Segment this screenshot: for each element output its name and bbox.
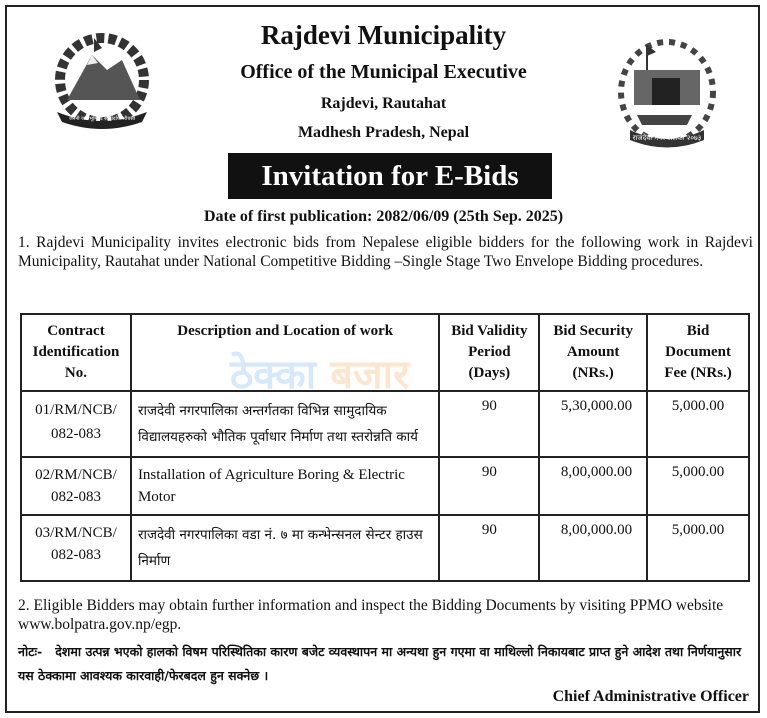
description: राजदेवी नगरपालिका अन्तर्गतका विभिन्न साम…: [129, 390, 441, 458]
note-label: नोटः-: [18, 644, 43, 659]
fee: 5,000.00: [646, 514, 750, 582]
nepal-emblem-logo: [55, 33, 149, 129]
municipality-title: Rajdevi Municipality: [260, 20, 507, 50]
description: राजदेवी नगरपालिका वडा नं. ७ मा कन्भेन्सन…: [129, 514, 441, 582]
description: Installation of Agriculture Boring & Ele…: [129, 456, 441, 516]
validity: 90: [438, 390, 541, 458]
office-title: Office of the Municipal Executive: [240, 61, 527, 83]
table-header-row: Contract Identification No. Description …: [20, 313, 750, 392]
watermark-part-1: ठेक्का: [230, 352, 317, 398]
bids-table: Contract Identification No. Description …: [20, 313, 750, 582]
rajdevi-municipality-logo: [618, 39, 716, 148]
header-contract-id: Contract Identification No.: [20, 313, 132, 392]
paragraph-1: 1. Rajdevi Municipality invites electron…: [18, 234, 753, 270]
page-border: [5, 5, 760, 713]
security: 5,30,000.00: [538, 390, 649, 458]
header-description: Description and Location of work: [129, 313, 441, 392]
contract-id: 03/RM/NCB/ 082-083: [20, 514, 132, 582]
header-fee: Bid Document Fee (NRs.): [646, 313, 750, 392]
address-line-2: Madhesh Pradesh, Nepal: [297, 124, 470, 141]
table-row: 01/RM/NCB/ 082-083 राजदेवी नगरपालिका अन्…: [20, 390, 750, 458]
validity: 90: [438, 514, 541, 582]
invitation-banner: Invitation for E-Bids: [228, 153, 552, 199]
contract-id: 02/RM/NCB/ 082-083: [20, 456, 132, 516]
left-logo-motto: जननी जन्मभूमिश्च स्वर्गादपि गरीयसी: [68, 116, 136, 122]
table-row: 02/RM/NCB/ 082-083 Installation of Agric…: [20, 456, 750, 516]
fee: 5,000.00: [646, 390, 750, 458]
address-line-1: Rajdevi, Rautahat: [320, 95, 447, 112]
watermark-part-2: बजार: [330, 352, 410, 398]
security: 8,00,000.00: [538, 456, 649, 516]
note-text: देशमा उत्पन्न भएको हालको विषम परिस्थितिक…: [18, 644, 742, 683]
header-security: Bid Security Amount (NRs.): [538, 313, 649, 392]
watermark-logo: ठेक्का बजार: [230, 345, 409, 400]
paragraph-2: 2. Eligible Bidders may obtain further i…: [18, 597, 724, 633]
header-validity: Bid Validity Period (Days): [438, 313, 541, 392]
security: 8,00,000.00: [538, 514, 649, 582]
note: नोटः- देशमा उत्पन्न भएको हालको विषम परिस…: [18, 640, 758, 688]
right-logo-text: राजदेवी नगरपालिका २०७३: [632, 134, 702, 142]
publication-date: Date of first publication: 2082/06/09 (2…: [203, 208, 564, 225]
signature-title: Chief Administrative Officer: [552, 688, 749, 705]
contract-id: 01/RM/NCB/ 082-083: [20, 390, 132, 458]
fee: 5,000.00: [646, 456, 750, 516]
validity: 90: [438, 456, 541, 516]
table-row: 03/RM/NCB/ 082-083 राजदेवी नगरपालिका वडा…: [20, 514, 750, 582]
